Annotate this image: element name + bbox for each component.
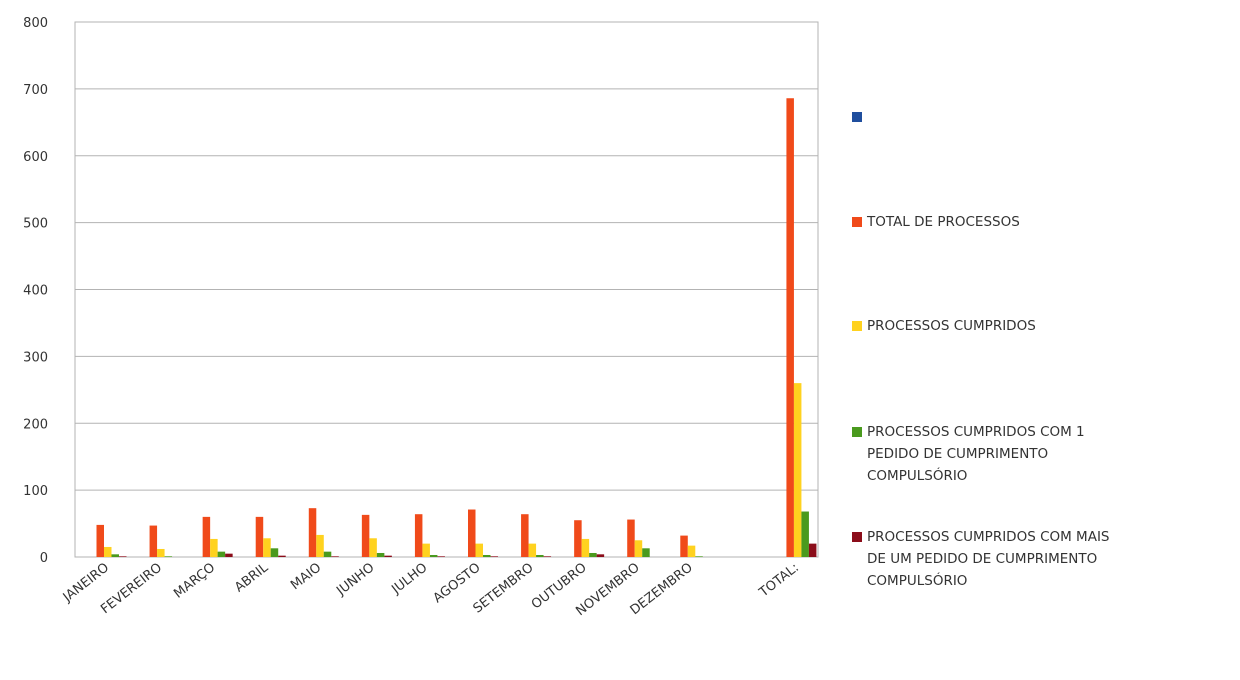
bar [369, 538, 377, 557]
legend-label-processos-cumpridos: PROCESSOS CUMPRIDOS [867, 318, 1036, 334]
bar [483, 554, 491, 557]
bar [634, 540, 643, 557]
legend-swatch-cumpridos-1-pedido [852, 427, 862, 437]
x-tick-label: JUNHO [333, 560, 377, 599]
bar [437, 556, 445, 557]
x-tick-label: JULHO [388, 560, 430, 597]
legend-item-cumpridos-mais-pedidos: PROCESSOS CUMPRIDOS COM MAIS DE UM PEDID… [852, 526, 1237, 592]
bar [536, 554, 544, 557]
legend-swatch-series-0 [852, 112, 862, 122]
bar [149, 525, 158, 557]
bar [217, 551, 226, 557]
bar [225, 553, 233, 557]
legend-item-series-0 [852, 106, 1237, 122]
legend-item-total-de-processos: TOTAL DE PROCESSOS [852, 211, 1237, 233]
x-tick-label: JANEIRO [60, 560, 112, 605]
y-tick-label: 800 [23, 16, 48, 31]
bar [414, 514, 423, 557]
bar [642, 548, 650, 557]
bar [808, 543, 817, 557]
bar [270, 548, 279, 557]
bar [316, 534, 324, 557]
bar [793, 383, 802, 557]
x-tick-label: TOTAL: [756, 560, 802, 601]
y-tick-label: 600 [23, 150, 48, 165]
bar [521, 514, 529, 557]
bar [278, 555, 286, 557]
y-tick-label: 0 [40, 551, 48, 566]
bar [308, 508, 317, 557]
bar [627, 519, 635, 557]
bar [543, 556, 552, 557]
bar [429, 554, 438, 557]
legend-item-cumpridos-1-pedido: PROCESSOS CUMPRIDOS COM 1 PEDIDO DE CUMP… [852, 421, 1237, 487]
bar [111, 554, 119, 557]
y-tick-label: 500 [23, 217, 48, 232]
y-tick-label: 100 [23, 484, 48, 499]
chart-legend: TOTAL DE PROCESSOS PROCESSOS CUMPRIDOS P… [852, 100, 1237, 640]
bar [263, 538, 271, 557]
bar [361, 514, 370, 557]
bar [475, 543, 483, 557]
legend-label-cumpridos-1-pedido: PROCESSOS CUMPRIDOS COM 1 PEDIDO DE CUMP… [867, 424, 1085, 484]
bar [384, 555, 392, 557]
bar [157, 548, 165, 557]
bar [581, 538, 590, 557]
legend-label-cumpridos-mais-pedidos: PROCESSOS CUMPRIDOS COM MAIS DE UM PEDID… [867, 529, 1110, 589]
y-tick-label: 700 [23, 83, 48, 98]
legend-swatch-total-de-processos [852, 217, 862, 227]
y-tick-label: 400 [23, 284, 48, 299]
x-tick-label: AGOSTO [431, 560, 484, 606]
bar [490, 556, 498, 557]
bar [695, 556, 703, 557]
bar [331, 556, 339, 557]
y-tick-label: 300 [23, 350, 48, 365]
bar [119, 556, 127, 557]
x-tick-label: MAIO [288, 560, 324, 593]
bar [96, 524, 104, 557]
legend-swatch-processos-cumpridos [852, 321, 862, 331]
legend-swatch-cumpridos-mais-pedidos [852, 532, 862, 542]
bar [202, 516, 211, 557]
bar [255, 516, 264, 557]
x-tick-label: MARÇO [171, 560, 218, 601]
bar [468, 509, 476, 557]
bar [680, 535, 688, 557]
bar [687, 545, 696, 557]
bar [801, 511, 809, 557]
bar [786, 98, 794, 558]
legend-label-total-de-processos: TOTAL DE PROCESSOS [867, 214, 1020, 230]
y-tick-label: 200 [23, 417, 48, 432]
bar [210, 538, 218, 557]
bar [596, 554, 605, 557]
bar [589, 552, 597, 557]
bar [422, 543, 430, 557]
bar [528, 543, 537, 557]
bar [574, 520, 582, 557]
bar [164, 556, 173, 557]
bar [376, 552, 385, 557]
bar [104, 546, 112, 557]
legend-item-processos-cumpridos: PROCESSOS CUMPRIDOS [852, 315, 1237, 337]
x-tick-label: ABRIL [232, 560, 272, 596]
bar [323, 551, 332, 557]
